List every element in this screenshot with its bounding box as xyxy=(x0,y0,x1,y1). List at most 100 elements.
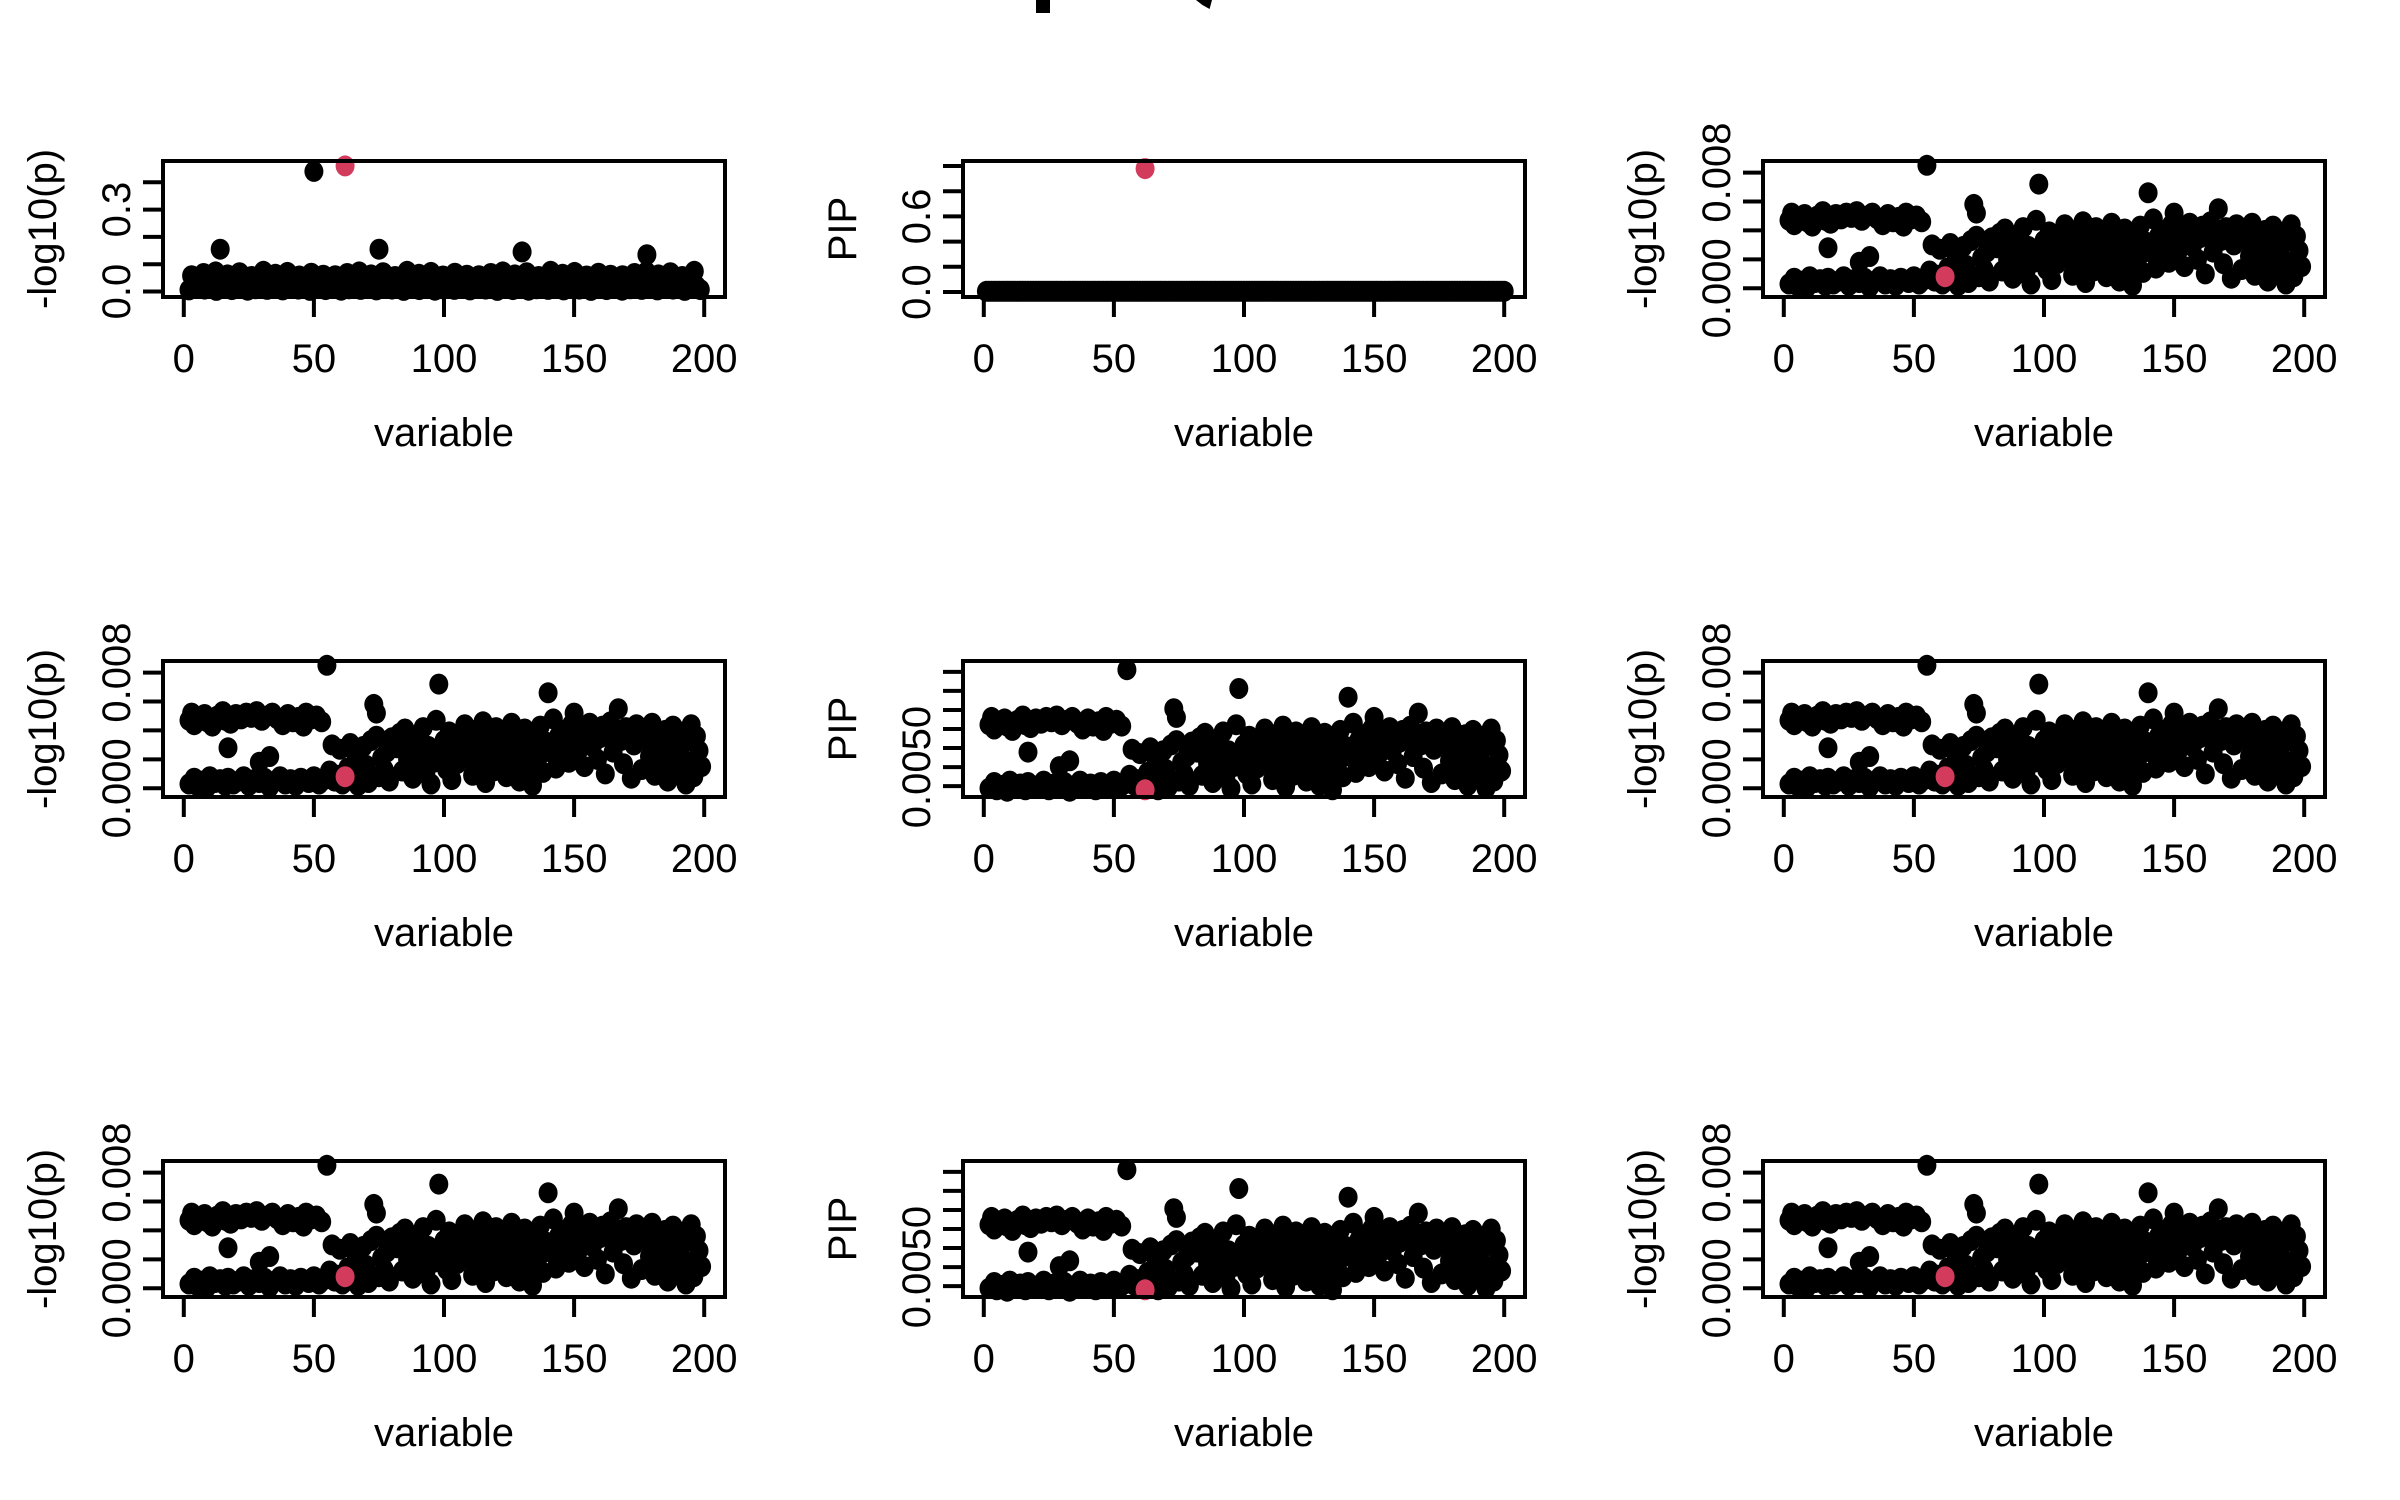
data-point xyxy=(1489,1244,1509,1266)
data-point xyxy=(689,1240,709,1262)
data-point xyxy=(2208,698,2228,720)
panel-middle-right: 0.000 0.008 0 50 100 150 200 -log10(p) variabl… xyxy=(1600,500,2400,1000)
data-point xyxy=(366,1225,386,1247)
y-tick-label: 0.008 xyxy=(1695,1123,1739,1223)
x-axis-ticks: 0 50 100 150 200 xyxy=(973,297,1538,381)
x-tick-label: 200 xyxy=(2271,1337,2338,1381)
data-point xyxy=(1229,678,1249,699)
x-axis-title: variable xyxy=(1973,411,2115,455)
highlighted-point xyxy=(1935,266,1955,288)
data-point xyxy=(2292,756,2312,778)
data-point xyxy=(1917,1154,1937,1176)
scatter-plot-svg: 0.000 0.008 0 50 100 150 200 xyxy=(1695,123,2338,381)
data-point xyxy=(218,1237,238,1259)
points-layer xyxy=(179,160,710,301)
data-point xyxy=(595,1263,615,1285)
y-tick-label: 0.000 xyxy=(1695,738,1739,838)
data-point xyxy=(2195,263,2215,285)
data-point xyxy=(468,756,488,778)
x-tick-label: 150 xyxy=(1341,1337,1408,1381)
y-axis-ticks xyxy=(1743,1170,1763,1291)
panel-box xyxy=(961,159,1527,299)
y-tick-label: 0.0 xyxy=(95,264,139,320)
data-point xyxy=(1117,1159,1137,1181)
x-tick-label: 100 xyxy=(2011,337,2078,381)
x-tick-label: 50 xyxy=(292,337,337,381)
data-point xyxy=(1166,730,1186,752)
data-point xyxy=(2021,1273,2041,1295)
y-axis-ticks xyxy=(943,669,963,789)
x-tick-label: 50 xyxy=(1892,837,1937,881)
x-tick-label: 50 xyxy=(1092,1337,1137,1381)
clipped-title-fragment-wedge xyxy=(1196,0,1212,9)
points-layer xyxy=(179,654,712,798)
data-point xyxy=(366,702,386,724)
data-point xyxy=(637,244,657,266)
data-point xyxy=(1818,237,1838,259)
data-point xyxy=(1408,1202,1428,1224)
y-tick-label: 0.008 xyxy=(1695,623,1739,723)
data-point xyxy=(442,769,462,791)
x-axis-title: variable xyxy=(1173,1411,1315,1455)
data-point xyxy=(1221,777,1241,799)
x-tick-label: 50 xyxy=(1092,837,1137,881)
data-point xyxy=(2289,240,2309,262)
data-point xyxy=(1166,1230,1186,1252)
highlighted-point xyxy=(335,155,355,177)
data-point xyxy=(2253,1254,2273,1276)
data-point xyxy=(260,746,280,767)
highlighted-point xyxy=(335,766,355,788)
x-tick-label: 150 xyxy=(541,1337,608,1381)
data-point xyxy=(1956,1254,1976,1276)
x-axis-ticks: 0 50 100 150 200 xyxy=(973,797,1538,881)
data-point xyxy=(1221,1277,1241,1299)
highlighted-point xyxy=(1935,1266,1955,1288)
data-point xyxy=(260,1246,280,1267)
y-axis-title: PIP xyxy=(821,1196,865,1262)
y-axis-ticks xyxy=(1743,670,1763,791)
x-tick-label: 0 xyxy=(973,837,995,881)
x-tick-label: 0 xyxy=(1773,837,1795,881)
data-point xyxy=(2195,763,2215,785)
data-point xyxy=(317,654,337,676)
data-point xyxy=(1408,702,1428,724)
x-axis-title: variable xyxy=(1973,1411,2115,1455)
scatter-plot-svg: 0.0 0.6 0 50 100 150 200 xyxy=(895,158,1538,381)
y-tick-label: 0.008 xyxy=(95,1123,139,1223)
y-tick-label: 0.0050 xyxy=(895,706,939,828)
data-point xyxy=(1156,759,1176,780)
data-point xyxy=(608,698,628,720)
data-point xyxy=(2068,1256,2088,1278)
data-point xyxy=(2208,1198,2228,1220)
highlighted-point xyxy=(1135,158,1155,180)
data-point xyxy=(1060,750,1080,772)
y-axis-title: -log10(p) xyxy=(1621,648,1665,810)
x-tick-label: 0 xyxy=(1773,1337,1795,1381)
data-point xyxy=(210,238,230,260)
x-tick-label: 100 xyxy=(2011,837,2078,881)
x-tick-label: 150 xyxy=(541,837,608,881)
x-tick-label: 100 xyxy=(411,1337,478,1381)
data-point xyxy=(1492,760,1512,782)
panel-top-middle: 0.0 0.6 0 50 100 150 200 PIP variable xyxy=(800,0,1600,500)
x-axis-ticks: 0 50 100 150 200 xyxy=(1773,797,2338,881)
y-tick-label: 0.000 xyxy=(1695,238,1739,338)
panel-top-right: 0.000 0.008 0 50 100 150 200 -log10(p) variabl… xyxy=(1600,0,2400,500)
x-tick-label: 200 xyxy=(671,837,738,881)
y-tick-label: 0.008 xyxy=(1695,123,1739,223)
scatter-plot-svg: 0.000 0.008 0 50 100 150 200 xyxy=(1695,623,2338,881)
y-axis-title: -log10(p) xyxy=(21,648,65,810)
data-point xyxy=(426,709,446,731)
scatter-plot-svg: 0.0050 0 50 100 150 200 xyxy=(895,659,1538,881)
scatter-plot-svg: 0.000 0.008 0 50 100 150 200 xyxy=(95,1123,738,1381)
data-point xyxy=(692,1256,712,1278)
x-tick-label: 100 xyxy=(1211,337,1278,381)
data-point xyxy=(2029,173,2049,195)
data-point xyxy=(1966,702,1986,724)
data-point xyxy=(1912,1211,1932,1233)
data-point xyxy=(1156,1259,1176,1280)
x-tick-label: 150 xyxy=(2141,337,2208,381)
data-point xyxy=(2289,740,2309,762)
data-point xyxy=(1453,759,1473,780)
